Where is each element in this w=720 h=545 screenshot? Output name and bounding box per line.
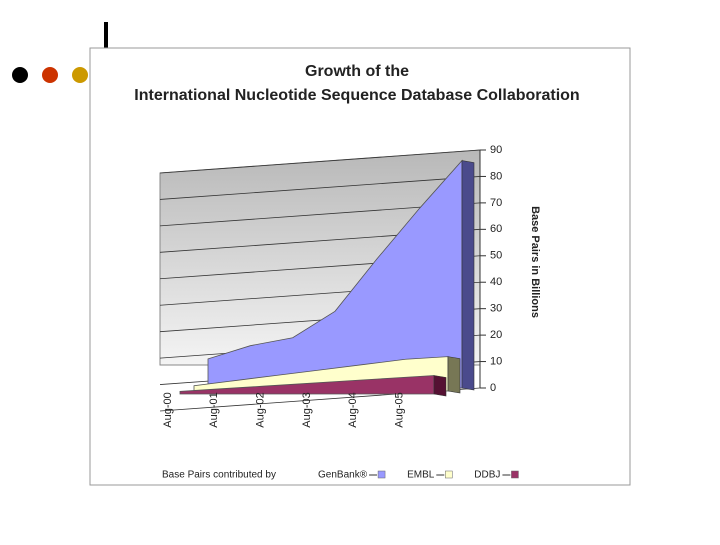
bullet-dot [72,67,88,83]
legend-swatch [511,470,519,479]
y-tick-label: 60 [490,223,502,235]
y-axis-label: Base Pairs in Billions [529,206,541,318]
area-side [461,160,475,391]
x-tick-label: Aug-03 [301,392,313,427]
accent-bar [104,22,108,54]
y-tick-label: 0 [490,382,496,394]
legend-title: Base Pairs contributed by [162,470,276,481]
x-tick-label: Aug-02 [255,392,267,427]
y-tick-label: 80 [490,170,502,182]
area-side [433,375,447,397]
y-tick-label: 40 [490,276,502,288]
x-tick-label: Aug-04 [347,392,359,427]
legend-label: EMBL [407,470,435,481]
y-tick-label: 20 [490,329,502,341]
bullet-dot [12,67,28,83]
y-tick-label: 10 [490,355,502,367]
plot: 0 10 20 30 40 50 60 70 80 90 Base Pairs in Billion… [159,144,541,428]
legend-swatch [377,470,386,479]
legend-label: GenBank® [318,470,368,481]
grid-line [159,149,481,174]
y-tick-label: 90 [490,144,502,156]
y-tick-label: 30 [490,303,502,315]
area-side [447,356,461,394]
legend-swatch [445,470,453,479]
chart-title: International Nucleotide Sequence Databa… [134,87,579,104]
y-tick-label: 50 [490,250,502,262]
bullet-dot [42,67,58,83]
x-tick-label: Aug-05 [394,392,406,427]
x-tick-label: Aug-01 [208,392,220,427]
y-tick-label: 70 [490,197,502,209]
legend-label: DDBJ [474,470,500,481]
x-tick-label: Aug-00 [162,392,174,427]
grid-line [159,176,481,200]
chart-title: Growth of the [305,63,409,80]
